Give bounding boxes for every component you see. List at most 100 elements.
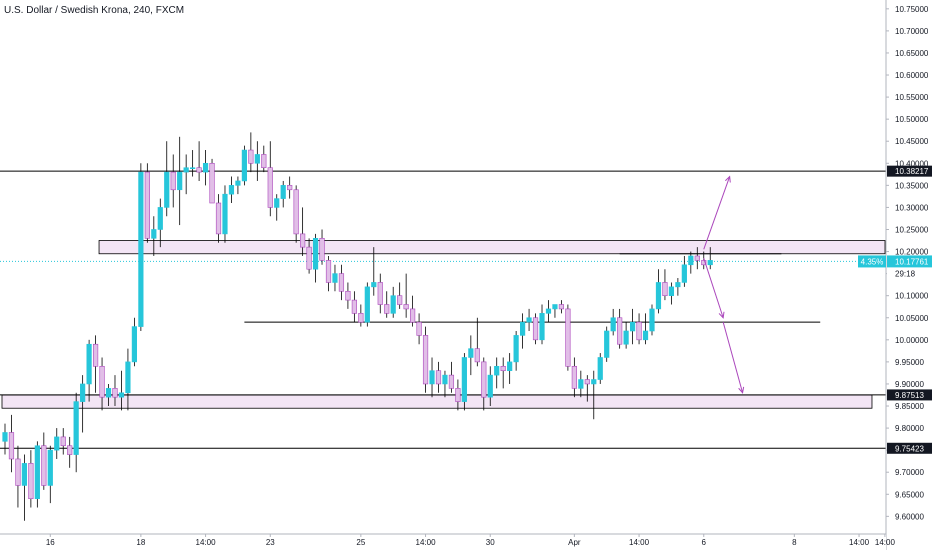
candle-body <box>461 357 467 402</box>
candle-bear <box>345 282 351 309</box>
level-price-text: 9.87513 <box>895 391 924 400</box>
candle-body <box>112 388 118 398</box>
zone-rect <box>1 394 873 409</box>
candle-body <box>688 255 694 266</box>
candle-bull <box>552 304 558 318</box>
projection-arrow <box>722 322 744 393</box>
candle-body <box>60 436 66 447</box>
time-axis[interactable]: 16 18 14:00 23 25 14:00 30 Apr 14:00 6 8 14:00 14:00 <box>46 534 896 547</box>
level-price-text: 9.75423 <box>895 444 924 453</box>
candle-body <box>604 330 610 358</box>
candle-body <box>662 282 668 296</box>
candle-body <box>681 264 687 283</box>
candle-bear <box>261 145 267 173</box>
candle-bear <box>435 361 442 393</box>
candle-body <box>442 374 448 385</box>
price-badges: 10.38217 9.87513 9.75423 4.35% 10.17761 29:18 <box>858 165 932 454</box>
candle-bull <box>164 141 170 217</box>
candle-body <box>209 162 215 204</box>
time-tick-label: 16 <box>46 538 55 547</box>
candle-bull <box>151 216 157 256</box>
candle-bear <box>170 154 176 208</box>
price-tick-label: 10.65000 <box>895 49 929 58</box>
candles-layer[interactable] <box>2 132 713 521</box>
candle-bull <box>591 370 597 420</box>
countdown-bg <box>887 267 932 279</box>
candle-body <box>448 374 455 389</box>
candle-body <box>384 304 390 314</box>
candle-body <box>552 304 558 310</box>
candle-bear <box>500 357 506 389</box>
candle-body <box>597 357 603 380</box>
candle-body <box>228 185 235 195</box>
projection-arrow <box>703 258 724 318</box>
current-price-text: 10.17761 <box>895 257 929 266</box>
price-tick-label: 10.30000 <box>895 203 929 212</box>
time-tick-label: 23 <box>266 538 275 547</box>
candle-bear <box>60 428 66 455</box>
candle-body <box>481 361 487 398</box>
candle-bear <box>410 295 416 327</box>
candle-body <box>455 388 461 402</box>
candle-body <box>526 317 532 323</box>
candle-bear <box>293 185 299 243</box>
candle-body <box>701 260 707 266</box>
candle-body <box>312 238 319 270</box>
candle-bear <box>422 326 429 393</box>
price-tick-label: 10.25000 <box>895 225 929 234</box>
time-tick-label: 8 <box>792 538 797 547</box>
candle-body <box>54 436 60 451</box>
candle-body <box>2 432 8 442</box>
candle-body <box>118 392 125 398</box>
candle-bear <box>416 313 422 345</box>
overlay-layer <box>703 175 745 394</box>
candle-body <box>73 401 79 455</box>
candle-body <box>487 374 493 398</box>
candle-bull <box>2 423 8 455</box>
candle-bull <box>681 255 687 287</box>
candle-bull <box>86 339 92 402</box>
candle-body <box>636 321 642 341</box>
candle-bear <box>41 432 47 490</box>
candle-bull <box>429 357 435 398</box>
candle-body <box>105 388 112 398</box>
candle-body <box>338 273 345 292</box>
candle-bull <box>604 326 610 362</box>
candle-bull <box>519 313 526 349</box>
candle-body <box>8 432 15 460</box>
candle-bull <box>125 348 131 411</box>
candle-bull <box>578 370 584 398</box>
candle-bear <box>28 450 34 508</box>
candle-bear <box>701 251 707 270</box>
countdown-text: 29:18 <box>895 269 916 278</box>
time-tick-label: 14:00 <box>849 538 870 547</box>
candle-body <box>655 282 662 310</box>
candle-bull <box>629 308 636 345</box>
candle-bear <box>403 273 409 318</box>
candle-bull <box>610 308 616 336</box>
candle-body <box>377 282 383 305</box>
candle-body <box>131 326 138 363</box>
candle-body <box>319 238 325 261</box>
candle-body <box>617 317 623 345</box>
candle-bull <box>138 163 144 331</box>
candle-bull <box>105 383 112 407</box>
candle-bull <box>513 330 519 371</box>
price-tick-label: 10.20000 <box>895 248 929 257</box>
price-tick-label: 10.50000 <box>895 115 929 124</box>
candle-bear <box>636 313 642 345</box>
candle-body <box>358 313 364 323</box>
candle-body <box>28 463 34 499</box>
candle-bull <box>131 317 138 367</box>
time-axis-bg[interactable] <box>0 534 886 550</box>
candle-body <box>623 330 629 345</box>
candle-body <box>351 299 357 314</box>
candle-bull <box>623 322 629 349</box>
arrow-head <box>725 175 731 183</box>
candle-bear <box>351 291 357 323</box>
candle-body <box>578 379 584 389</box>
candle-body <box>610 317 616 332</box>
candle-body <box>300 233 306 248</box>
candle-body <box>629 321 636 332</box>
